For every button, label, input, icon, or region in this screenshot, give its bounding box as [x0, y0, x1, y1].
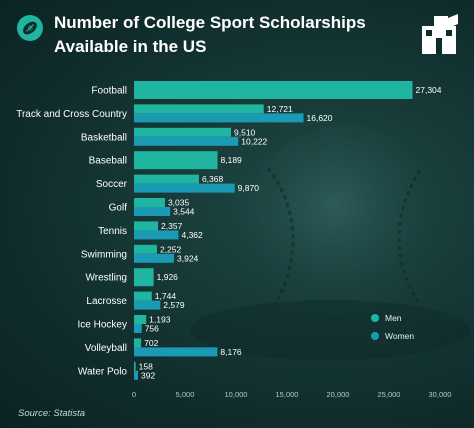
value-label-men: 1,926: [157, 272, 179, 282]
value-label-men: 12,721: [267, 104, 293, 114]
category-label: Soccer: [96, 179, 128, 190]
bar-women: [134, 136, 239, 146]
football-icon: [17, 15, 43, 41]
bar-men: [134, 127, 232, 137]
value-label-men: 3,035: [168, 198, 190, 208]
value-label-men: 2,252: [160, 244, 182, 254]
value-label-women: 3,544: [173, 207, 195, 217]
value-label-men: 158: [139, 361, 153, 371]
chart-title: Number of College Sport Scholarships Ava…: [54, 13, 366, 56]
category-label: Football: [91, 86, 127, 97]
bar-men: [134, 291, 152, 301]
bar-men: [134, 81, 413, 99]
value-label-men: 27,304: [416, 85, 442, 95]
category-label: Track and Cross Country: [16, 109, 127, 120]
value-label-women: 10,222: [241, 136, 267, 146]
value-label-women: 2,579: [163, 300, 185, 310]
x-tick-label: 15,000: [276, 390, 299, 399]
category-label: Ice Hockey: [78, 320, 127, 331]
bar-men: [134, 361, 136, 371]
category-label: Golf: [109, 203, 128, 214]
value-label-men: 1,744: [155, 291, 177, 301]
value-label-men: 1,193: [149, 315, 171, 325]
bar-men: [134, 338, 142, 348]
value-label-women: 392: [141, 370, 155, 380]
source-note: Source: Statista: [18, 408, 86, 419]
category-label: Baseball: [89, 156, 127, 167]
bar-women: [134, 207, 171, 216]
value-label-men: 2,357: [161, 221, 183, 231]
bar-men: [134, 151, 218, 170]
legend-swatch-men: [371, 314, 379, 322]
value-label-women: 4,362: [181, 230, 203, 240]
legend-swatch-women: [371, 332, 379, 340]
x-tick-label: 20,000: [327, 390, 350, 399]
bar-men: [134, 198, 165, 207]
value-label-men: 8,189: [221, 155, 243, 165]
category-label: Basketball: [81, 132, 127, 143]
x-tick-label: 25,000: [378, 390, 401, 399]
bar-men: [134, 268, 154, 287]
category-label: Water Polo: [78, 366, 128, 377]
bar-women: [134, 324, 142, 333]
value-label-women: 16,620: [307, 113, 333, 123]
value-label-women: 756: [145, 324, 159, 334]
x-tick-label: 10,000: [225, 390, 248, 399]
x-tick-label: 30,000: [429, 390, 452, 399]
legend-label-women: Women: [385, 331, 414, 341]
value-label-men: 6,368: [202, 174, 224, 184]
value-label-men: 702: [144, 338, 158, 348]
bar-women: [134, 113, 304, 123]
value-label-women: 3,924: [177, 253, 199, 263]
category-label: Swimming: [81, 249, 127, 260]
bar-women: [134, 230, 179, 240]
bar-men: [134, 174, 199, 184]
bar-men: [134, 104, 264, 114]
book-logo-icon: [422, 14, 458, 54]
category-label: Tennis: [98, 226, 127, 237]
value-label-women: 8,176: [220, 347, 242, 357]
bar-men: [134, 315, 147, 324]
bar-women: [134, 370, 138, 380]
legend-label-men: Men: [385, 313, 402, 323]
category-label: Lacrosse: [86, 296, 127, 307]
value-label-women: 9,870: [238, 183, 260, 193]
category-label: Volleyball: [85, 343, 127, 354]
value-label-men: 9,510: [234, 127, 256, 137]
bar-women: [134, 300, 161, 310]
bar-men: [134, 221, 159, 231]
bar-men: [134, 244, 157, 254]
x-tick-label: 0: [132, 390, 136, 399]
bar-women: [134, 347, 218, 357]
bar-women: [134, 183, 235, 193]
x-tick-label: 5,000: [176, 390, 195, 399]
bar-women: [134, 253, 175, 263]
category-label: Wrestling: [86, 273, 128, 284]
